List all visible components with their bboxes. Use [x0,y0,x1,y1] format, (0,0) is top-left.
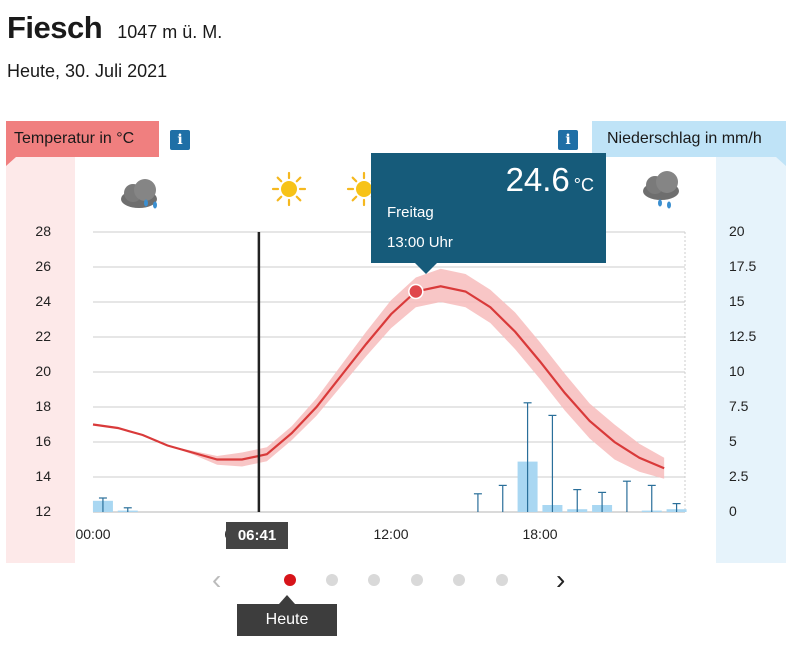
day-dot-1[interactable] [284,574,296,586]
day-dot-3[interactable] [368,574,380,586]
current-time-badge: 06:41 [226,522,288,549]
y2-tick-label: 10 [729,363,745,379]
y2-tick-label: 20 [729,223,745,239]
next-day-button[interactable]: › [556,564,566,595]
tooltip: 24.6 °C Freitag 13:00 Uhr [371,153,606,274]
tooltip-value-row: 24.6 °C [506,161,594,199]
y2-tick-label: 12.5 [729,328,757,344]
y-tick-label: 18 [35,398,51,414]
x-tick-label: 00:00 [75,526,111,542]
place-name: Fiesch [7,10,103,45]
altitude: 1047 m ü. M. [117,22,223,42]
y2-tick-label: 0 [729,503,737,519]
sun-icon [271,171,307,207]
weather-icons [121,171,679,209]
day-dot-6[interactable] [496,574,508,586]
day-dot-5[interactable] [453,574,465,586]
day-navigation: ‹ › [212,566,582,594]
tooltip-time: 13:00 Uhr [387,234,453,251]
temperature-axis-band [6,155,75,563]
y-tick-label: 12 [35,503,51,519]
y2-tick-label: 2.5 [729,468,749,484]
temperature-info-icon[interactable]: i [170,130,190,150]
tooltip-unit: °C [573,175,594,195]
day-dot-4[interactable] [411,574,423,586]
temperature-axis-label: Temperatur in °C [6,121,159,166]
y2-tick-label: 5 [729,433,737,449]
y-tick-label: 14 [35,468,51,484]
y2-tick-label: 7.5 [729,398,749,414]
precipitation-info-icon[interactable]: i [558,130,578,150]
tooltip-day: Freitag [387,204,434,221]
x-tick-label: 12:00 [373,526,409,542]
temperature-range-band [93,268,665,479]
x-tick-label: 18:00 [522,526,558,542]
highlight-point [408,283,424,300]
precipitation-axis-label: Niederschlag in mm/h [592,121,786,166]
y-tick-label: 16 [35,433,51,449]
y-tick-label: 24 [35,293,51,309]
chart-grid [93,231,686,513]
y-tick-label: 28 [35,223,51,239]
moon-icon [207,177,220,201]
y2-tick-label: 17.5 [729,258,757,274]
title-row: Fiesch 1047 m ü. M. [7,10,222,46]
y2-tick-label: 15 [729,293,745,309]
precipitation-bars [92,402,687,512]
y-tick-label: 26 [35,258,51,274]
cloud-rain-icon [643,171,679,209]
today-label: Heute [237,595,337,636]
temperature-line [92,285,665,470]
y-tick-label: 22 [35,328,51,344]
night-partly-cloudy-rain-icon [121,171,157,209]
y-tick-label: 20 [35,363,51,379]
precipitation-axis-band [716,155,786,563]
date-label: Heute, 30. Juli 2021 [7,61,168,81]
tooltip-value: 24.6 [505,161,570,198]
prev-day-button[interactable]: ‹ [212,564,222,595]
day-dot-2[interactable] [326,574,338,586]
